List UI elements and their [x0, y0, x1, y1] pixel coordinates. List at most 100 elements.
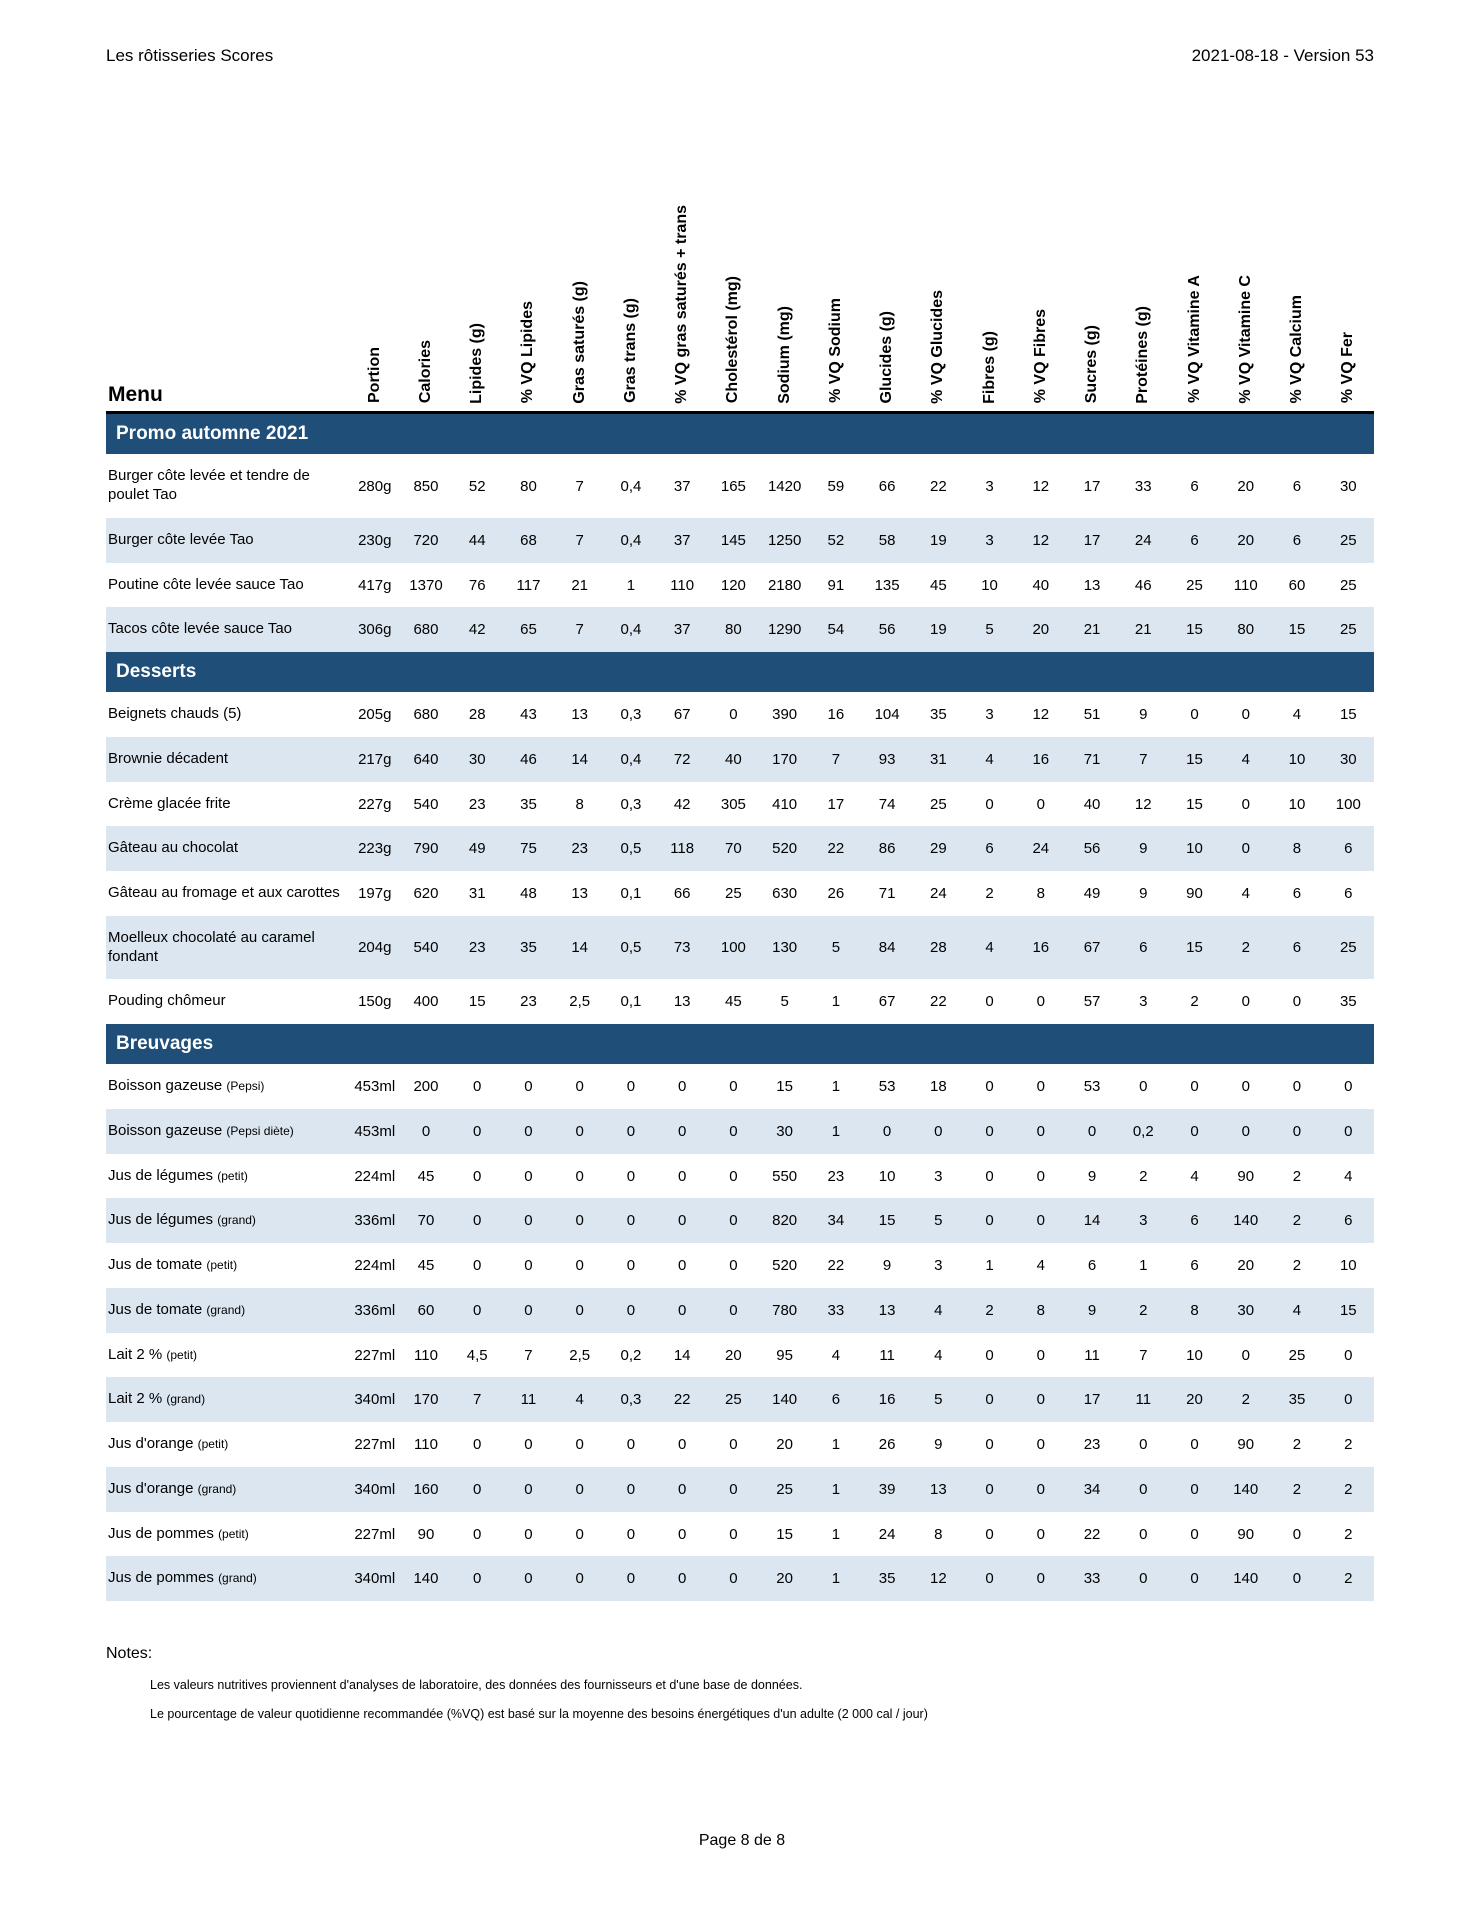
value-cell: 0	[656, 1466, 708, 1512]
value-cell: 0	[985, 1078, 994, 1096]
value-cell: 25	[1322, 607, 1374, 653]
value-cell: 10	[1339, 1257, 1357, 1275]
value-cell: 67	[878, 993, 896, 1011]
value-cell: 110	[414, 1346, 438, 1364]
value-cell: 86	[861, 826, 913, 872]
item-name-text: Moelleux chocolaté au caramel fondant	[108, 928, 315, 965]
value-cell: 2	[1292, 1167, 1302, 1185]
value-cell: 8	[1271, 826, 1323, 872]
column-header: Sodium (mg)	[759, 138, 811, 415]
value-cell: 21	[1117, 607, 1169, 653]
value-cell: 44	[451, 517, 503, 563]
value-cell: 60	[1288, 576, 1306, 594]
value-cell: 11	[502, 1377, 555, 1423]
value-cell: 0	[626, 1167, 636, 1185]
value-cell: 0	[656, 1198, 708, 1244]
value-cell: 23	[1083, 1436, 1101, 1454]
value-cell: 0	[1036, 993, 1045, 1011]
value-cell: 0	[1015, 1198, 1067, 1244]
item-name-note: (Pepsi)	[226, 1079, 265, 1094]
value-cell: 0	[656, 1108, 708, 1154]
column-header: Gras trans (g)	[605, 138, 657, 415]
value-cell: 390	[772, 706, 798, 724]
value-cell: 19	[912, 607, 964, 653]
value-cell: 22	[929, 993, 947, 1011]
value-cell: 7	[524, 1346, 533, 1364]
value-cell: 14	[554, 736, 606, 782]
value-cell: 0	[1139, 1436, 1148, 1454]
value-cell: 0	[575, 1257, 584, 1275]
value-cell: 17	[1083, 477, 1101, 495]
value-cell: 95	[776, 1346, 793, 1364]
value-cell: 30	[451, 736, 503, 782]
value-cell: 160	[400, 1466, 452, 1512]
table-row: Jus de tomate (petit) 224ml 45 0 0 0 0 0 0 520 22 9…	[106, 1243, 1374, 1288]
value-cell: 15	[776, 1525, 793, 1543]
value-cell: 8	[1168, 1287, 1221, 1333]
value-cell: 0	[524, 1525, 533, 1543]
value-cell: 0	[1190, 1525, 1199, 1543]
value-cell: 7	[1117, 736, 1169, 782]
value-cell: 57	[1083, 993, 1101, 1011]
value-cell: 66	[673, 885, 691, 903]
page-number: Page 8 de 8	[698, 1832, 786, 1849]
value-cell: 52	[810, 517, 862, 563]
item-name-text: Crème glacée frite	[108, 794, 231, 812]
item-name: Crème glacée frite	[106, 782, 349, 827]
value-cell: 0	[451, 1466, 503, 1512]
column-header: Lipides (g)	[451, 138, 503, 415]
value-cell: 1	[810, 1556, 862, 1602]
value-cell: 0	[1168, 1466, 1221, 1512]
value-cell: 0	[707, 1108, 760, 1154]
value-cell: 0	[963, 1198, 1016, 1244]
column-header: Sucres (g)	[1066, 138, 1118, 415]
item-name: Jus de tomate (petit)	[106, 1243, 349, 1288]
item-name: Lait 2 % (petit)	[106, 1333, 349, 1378]
value-cell: 45	[725, 993, 742, 1011]
value-cell: 0	[1292, 1078, 1302, 1096]
value-cell: 850	[413, 477, 439, 495]
value-cell: 0	[473, 1436, 482, 1454]
value-cell: 150g	[358, 993, 392, 1011]
value-cell: 22	[1083, 1525, 1101, 1543]
value-cell: 0	[1241, 1346, 1250, 1364]
value-cell: 400	[413, 993, 439, 1011]
value-cell: 6	[1190, 477, 1199, 495]
value-cell: 9	[1087, 1167, 1097, 1185]
value-cell: 0	[502, 1108, 555, 1154]
value-cell: 23	[554, 826, 606, 872]
value-cell: 6	[1322, 826, 1374, 872]
value-cell: 4	[1271, 1287, 1323, 1333]
value-cell: 35	[1271, 1377, 1323, 1423]
value-cell: 84	[861, 915, 913, 980]
value-cell: 1	[831, 993, 841, 1011]
value-cell: 2	[1117, 1287, 1169, 1333]
value-cell: 0	[473, 1525, 482, 1543]
value-cell: 110	[670, 576, 695, 594]
value-cell: 453ml	[354, 1078, 396, 1096]
value-cell: 0	[605, 1108, 657, 1154]
value-cell: 720	[400, 517, 452, 563]
value-cell: 4	[554, 1377, 606, 1423]
value-cell: 0	[1015, 1466, 1067, 1512]
value-cell: 17	[1066, 1377, 1118, 1423]
value-cell: 0	[524, 1167, 533, 1185]
value-cell: 4	[963, 915, 1016, 980]
value-cell: 550	[772, 1167, 798, 1185]
column-header: % VQ Vitamine A	[1168, 138, 1221, 415]
value-cell: 7	[1139, 1346, 1148, 1364]
note-line: Le pourcentage de valeur quotidienne rec…	[150, 1707, 928, 1722]
item-name: Boisson gazeuse (Pepsi diète)	[106, 1108, 350, 1154]
value-cell: 30	[1220, 1287, 1272, 1333]
value-cell: 4,5	[466, 1346, 488, 1364]
value-cell: 0	[605, 1198, 657, 1244]
value-cell: 520	[759, 826, 811, 872]
value-cell: 104	[874, 706, 900, 724]
value-cell: 117	[516, 576, 541, 594]
value-cell: 22	[656, 1377, 708, 1423]
value-cell: 0	[575, 1436, 584, 1454]
item-name: Poutine côte levée sauce Tao	[106, 563, 349, 608]
value-cell: 0	[1139, 1078, 1148, 1096]
value-cell: 15	[1322, 1287, 1374, 1333]
value-cell: 25	[1288, 1346, 1306, 1364]
